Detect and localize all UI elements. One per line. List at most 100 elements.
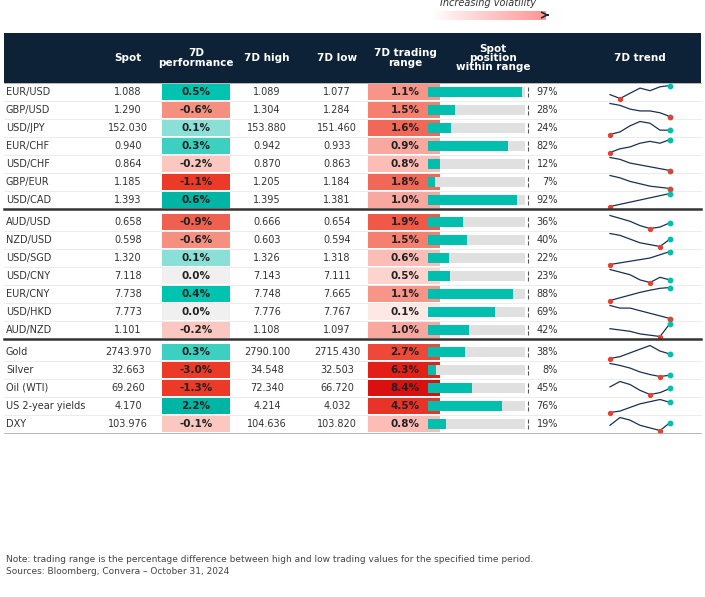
Bar — [523, 11, 525, 20]
Bar — [544, 11, 546, 20]
Text: 1.290: 1.290 — [114, 105, 142, 115]
Bar — [428, 235, 525, 245]
Bar — [538, 11, 540, 20]
Text: 1.284: 1.284 — [323, 105, 351, 115]
Bar — [495, 11, 496, 20]
Bar — [162, 102, 230, 118]
Text: 4.170: 4.170 — [114, 401, 142, 411]
Text: EUR/CHF: EUR/CHF — [6, 141, 49, 151]
Text: 1.088: 1.088 — [114, 87, 142, 97]
Bar — [469, 11, 471, 20]
Bar — [368, 362, 440, 378]
Text: 8.4%: 8.4% — [391, 383, 419, 393]
Text: -0.2%: -0.2% — [179, 159, 213, 169]
Bar — [496, 11, 498, 20]
Text: 2790.100: 2790.100 — [244, 347, 290, 357]
Bar — [460, 11, 462, 20]
Bar — [443, 11, 445, 20]
Text: 7.665: 7.665 — [323, 289, 351, 299]
Bar — [428, 105, 525, 115]
Text: 104.636: 104.636 — [247, 419, 287, 429]
Text: 88%: 88% — [537, 289, 558, 299]
Bar — [368, 192, 440, 208]
Bar — [470, 11, 472, 20]
Bar — [428, 419, 525, 429]
Bar — [428, 347, 465, 357]
Text: 1.395: 1.395 — [253, 195, 281, 205]
Text: 23%: 23% — [537, 271, 558, 281]
Bar — [472, 11, 474, 20]
Bar — [525, 11, 527, 20]
Text: USD/JPY: USD/JPY — [6, 123, 44, 133]
Bar — [368, 268, 440, 284]
Text: 103.976: 103.976 — [108, 419, 148, 429]
Text: USD/CHF: USD/CHF — [6, 159, 50, 169]
Text: 19%: 19% — [537, 419, 558, 429]
Text: 0.1%: 0.1% — [181, 123, 211, 133]
Text: 151.460: 151.460 — [317, 123, 357, 133]
Text: 153.880: 153.880 — [247, 123, 287, 133]
Text: 0.864: 0.864 — [114, 159, 142, 169]
Bar — [519, 11, 521, 20]
Bar — [368, 344, 440, 360]
Bar — [537, 11, 539, 20]
Bar — [527, 11, 528, 20]
Text: 7.776: 7.776 — [253, 307, 281, 317]
Bar — [162, 156, 230, 172]
Text: 42%: 42% — [537, 325, 558, 335]
Bar — [506, 11, 508, 20]
Text: 0.933: 0.933 — [324, 141, 351, 151]
Text: 0.5%: 0.5% — [181, 87, 211, 97]
Text: 45%: 45% — [537, 383, 558, 393]
Bar — [444, 11, 446, 20]
Text: -3.0%: -3.0% — [179, 365, 213, 375]
Text: 1.101: 1.101 — [114, 325, 142, 335]
Text: 72.340: 72.340 — [250, 383, 284, 393]
Bar — [162, 362, 230, 378]
Bar — [162, 416, 230, 432]
Text: NZD/USD: NZD/USD — [6, 235, 51, 245]
Text: 2715.430: 2715.430 — [314, 347, 360, 357]
Bar — [428, 195, 525, 205]
Bar — [428, 289, 513, 299]
Text: 1.9%: 1.9% — [391, 217, 419, 227]
Bar — [452, 11, 453, 20]
Text: GBP/EUR: GBP/EUR — [6, 177, 49, 187]
Bar — [493, 11, 495, 20]
Bar — [531, 11, 532, 20]
Bar — [474, 11, 477, 20]
Bar — [508, 11, 510, 20]
Bar — [535, 11, 537, 20]
Text: 0.942: 0.942 — [253, 141, 281, 151]
Text: 28%: 28% — [537, 105, 558, 115]
Bar — [483, 11, 485, 20]
Text: 1.5%: 1.5% — [391, 105, 419, 115]
Text: 1.1%: 1.1% — [391, 87, 419, 97]
Text: 2.7%: 2.7% — [391, 347, 419, 357]
Text: DXY: DXY — [6, 419, 26, 429]
Text: AUD/NZD: AUD/NZD — [6, 325, 52, 335]
Text: 1.8%: 1.8% — [391, 177, 419, 187]
Text: 7D low: 7D low — [317, 53, 357, 63]
Text: 24%: 24% — [537, 123, 558, 133]
Bar — [428, 401, 525, 411]
Text: -0.6%: -0.6% — [179, 235, 213, 245]
Bar — [428, 123, 525, 133]
Bar — [462, 11, 464, 20]
Bar — [456, 11, 458, 20]
Text: Silver: Silver — [6, 365, 33, 375]
Bar — [539, 11, 541, 20]
Text: 1.381: 1.381 — [324, 195, 351, 205]
Text: 1.320: 1.320 — [114, 253, 142, 263]
Bar — [428, 159, 525, 169]
Text: position: position — [469, 53, 517, 63]
Text: 1.089: 1.089 — [253, 87, 281, 97]
Text: 1.5%: 1.5% — [391, 235, 419, 245]
Bar — [487, 11, 489, 20]
Bar — [428, 365, 525, 375]
Bar — [529, 11, 531, 20]
Bar — [428, 141, 525, 151]
Bar — [428, 383, 525, 393]
Bar — [162, 84, 230, 100]
Text: -1.1%: -1.1% — [179, 177, 213, 187]
